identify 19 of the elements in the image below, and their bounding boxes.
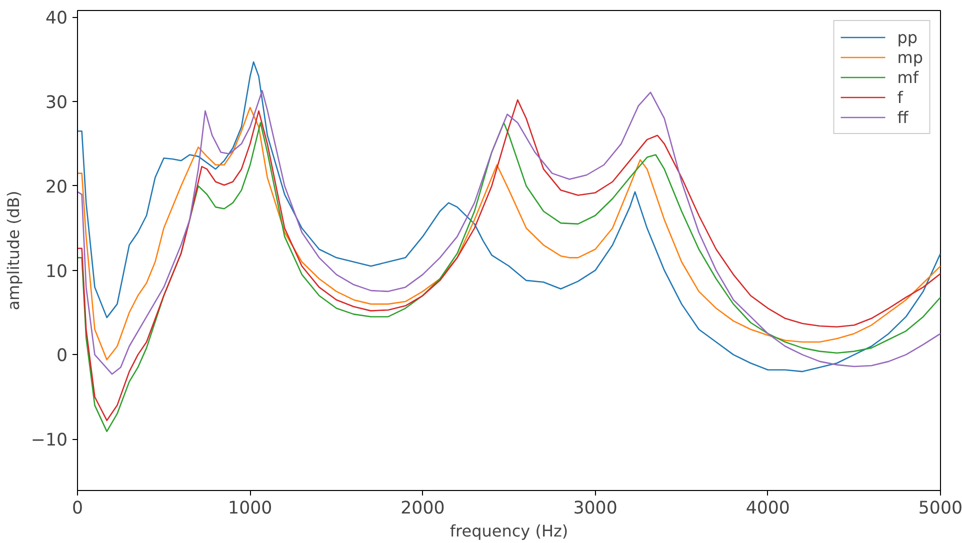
legend-label: ff [897, 108, 910, 126]
x-tick-label: 0 [72, 498, 84, 518]
x-axis-title: frequency (Hz) [450, 522, 568, 540]
y-tick-label: −10 [30, 430, 68, 451]
legend-label: pp [897, 28, 918, 46]
legend-label: f [897, 88, 904, 106]
y-tick-label: 0 [56, 346, 68, 366]
x-tick-label: 4000 [746, 498, 790, 518]
x-tick-label: 1000 [228, 498, 272, 518]
y-tick-label: 30 [45, 93, 68, 114]
y-tick-label: 40 [45, 8, 68, 29]
y-tick-label: 10 [45, 262, 68, 282]
x-tick-label: 5000 [918, 498, 962, 518]
legend-label: mp [897, 48, 923, 66]
y-tick-label: 20 [45, 177, 68, 198]
legend-label: mf [897, 68, 918, 86]
x-tick-label: 3000 [573, 498, 618, 518]
x-tick-label: 2000 [400, 498, 445, 518]
y-axis-title: amplitude (dB) [4, 190, 23, 310]
